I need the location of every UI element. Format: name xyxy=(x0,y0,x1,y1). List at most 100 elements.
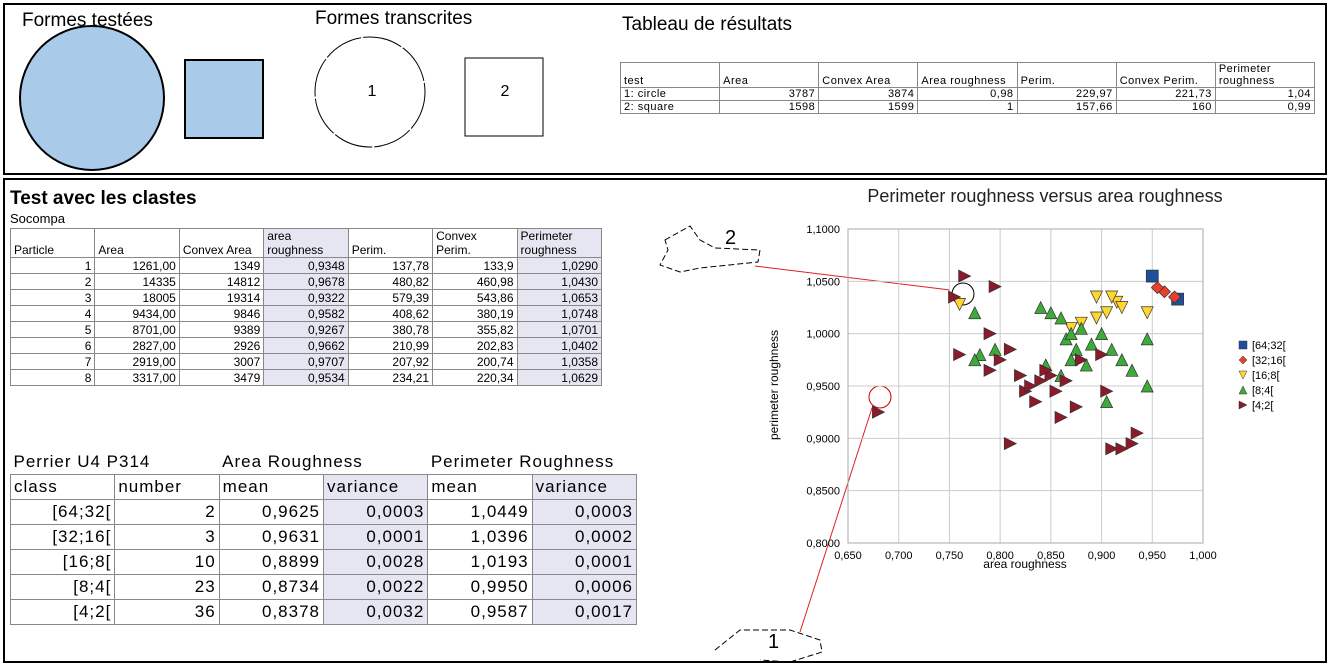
cell: 1 xyxy=(9,257,96,274)
cell: 1349 xyxy=(178,257,265,274)
cell: 0,0022 xyxy=(322,574,429,600)
cell: 2: square xyxy=(619,100,721,114)
table-row: [8;4[23 0,8734 0,0022 0,9950 0,0006 xyxy=(9,574,638,600)
cell: 1261,00 xyxy=(94,257,180,274)
column-header: Area roughness xyxy=(917,62,1018,88)
cell: 23 xyxy=(114,574,220,600)
transcribed-title: Formes transcrites xyxy=(315,8,473,29)
column-header: mean xyxy=(427,474,533,500)
perrier-table: Perrier U4 P314 Area Roughness Perimeter R… xyxy=(9,450,638,625)
table-title: Perrier U4 P314 xyxy=(13,452,151,471)
cell: 14335 xyxy=(94,273,180,290)
table-row: [16;8[10 0,8899 0,0028 1,0193 0,0001 xyxy=(9,549,638,575)
cell: 0,0003 xyxy=(531,499,638,525)
cell: 18005 xyxy=(94,289,180,306)
cell: 0,8378 xyxy=(218,599,324,625)
table-row: 1 1261,00 1349 0,9348 137,78 133,9 1,0290 xyxy=(9,257,603,274)
cell: 8701,00 xyxy=(94,321,180,338)
cell: 160 xyxy=(1115,100,1216,114)
column-header: variance xyxy=(322,474,429,500)
cell: 137,78 xyxy=(347,257,434,274)
cell: 3479 xyxy=(178,369,265,386)
cell: 480,82 xyxy=(347,273,434,290)
column-header: Perimeter roughness xyxy=(1214,62,1316,88)
cell: 380,78 xyxy=(347,321,434,338)
column-header: Perim. xyxy=(347,228,434,258)
table-row: [64;32[2 0,9625 0,0003 1,0449 0,0003 xyxy=(9,499,638,525)
cell: 200,74 xyxy=(432,353,518,370)
column-header: class xyxy=(9,474,116,500)
cell: 9389 xyxy=(178,321,265,338)
table-row: 7 2919,00 3007 0,9707 207,92 200,74 1,0358 xyxy=(9,353,603,370)
cell: 2827,00 xyxy=(94,337,180,354)
cell: 0,8734 xyxy=(218,574,324,600)
column-header: number xyxy=(114,474,220,500)
cell: 0,9534 xyxy=(263,369,349,386)
cell: [32;16[ xyxy=(9,524,116,550)
socompa-table: Particle Area Convex Area area roughness Per… xyxy=(9,228,603,386)
cell: 579,39 xyxy=(347,289,434,306)
cell: 408,62 xyxy=(347,305,434,322)
table-row: 8 3317,00 3479 0,9534 234,21 220,34 1,0629 xyxy=(9,369,603,386)
table-row: 5 8701,00 9389 0,9267 380,78 355,82 1,0701 xyxy=(9,321,603,338)
group-header: Perimeter Roughness xyxy=(430,452,615,471)
cell: 0,0001 xyxy=(322,524,429,550)
cell: 0,0017 xyxy=(531,599,638,625)
cell: 2 xyxy=(114,499,220,525)
cell: 14812 xyxy=(178,273,265,290)
group-header: Area Roughness xyxy=(222,452,363,471)
cell: 3787 xyxy=(719,87,820,101)
cell: 3874 xyxy=(818,87,919,101)
column-header: Convex Area xyxy=(178,228,265,258)
cell: 1,0629 xyxy=(516,369,603,386)
cell: 0,9631 xyxy=(218,524,324,550)
cell: 0,8899 xyxy=(218,549,324,575)
cell: 0,9348 xyxy=(263,257,349,274)
table-row: [4;2[36 0,8378 0,0032 0,9587 0,0017 xyxy=(9,599,638,625)
cell: 6 xyxy=(9,337,96,354)
cell: 0,9625 xyxy=(218,499,324,525)
cell: 234,21 xyxy=(347,369,434,386)
cell: 0,99 xyxy=(1214,100,1316,114)
column-header: area roughness xyxy=(263,228,349,258)
cell: 460,98 xyxy=(432,273,518,290)
table-row: 2: square 1598 1599 1 157,66 160 0,99 xyxy=(619,100,1316,114)
cell: 220,34 xyxy=(432,369,518,386)
column-header: Area xyxy=(719,62,820,88)
cell: 0,9678 xyxy=(263,273,349,290)
cell: 1,0358 xyxy=(516,353,603,370)
cell: 355,82 xyxy=(432,321,518,338)
cell: [64;32[ xyxy=(9,499,116,525)
cell: 207,92 xyxy=(347,353,434,370)
cell: 1,0701 xyxy=(516,321,603,338)
cell: 36 xyxy=(114,599,220,625)
results-title: Tableau de résultats xyxy=(622,14,793,35)
header-row: test Area Convex Area Area roughness Perim. C… xyxy=(619,62,1316,88)
cell: 1,0290 xyxy=(516,257,603,274)
cell: 0,9267 xyxy=(263,321,349,338)
cell: 2 xyxy=(9,273,96,290)
cell: 221,73 xyxy=(1115,87,1216,101)
column-header: Convex Area xyxy=(818,62,919,88)
cell: 380,19 xyxy=(432,305,518,322)
cell: 543,86 xyxy=(432,289,518,306)
bottom-title: Test avec les clastes xyxy=(10,188,197,209)
cell: 0,0001 xyxy=(531,549,638,575)
cell: 3 xyxy=(9,289,96,306)
cell: 7 xyxy=(9,353,96,370)
cell: 10 xyxy=(114,549,220,575)
cell: 2919,00 xyxy=(94,353,180,370)
cell: 2926 xyxy=(178,337,265,354)
cell: 9846 xyxy=(178,305,265,322)
cell: 1,0449 xyxy=(427,499,533,525)
cell: 0,9950 xyxy=(427,574,533,600)
column-header: variance xyxy=(531,474,638,500)
cell: 0,9587 xyxy=(427,599,533,625)
cell: 1,0396 xyxy=(427,524,533,550)
cell: 1,0430 xyxy=(516,273,603,290)
cell: 0,9322 xyxy=(263,289,349,306)
column-header: Particle xyxy=(9,228,96,258)
column-header: Perimeter roughness xyxy=(516,228,603,258)
cell: 3317,00 xyxy=(94,369,180,386)
